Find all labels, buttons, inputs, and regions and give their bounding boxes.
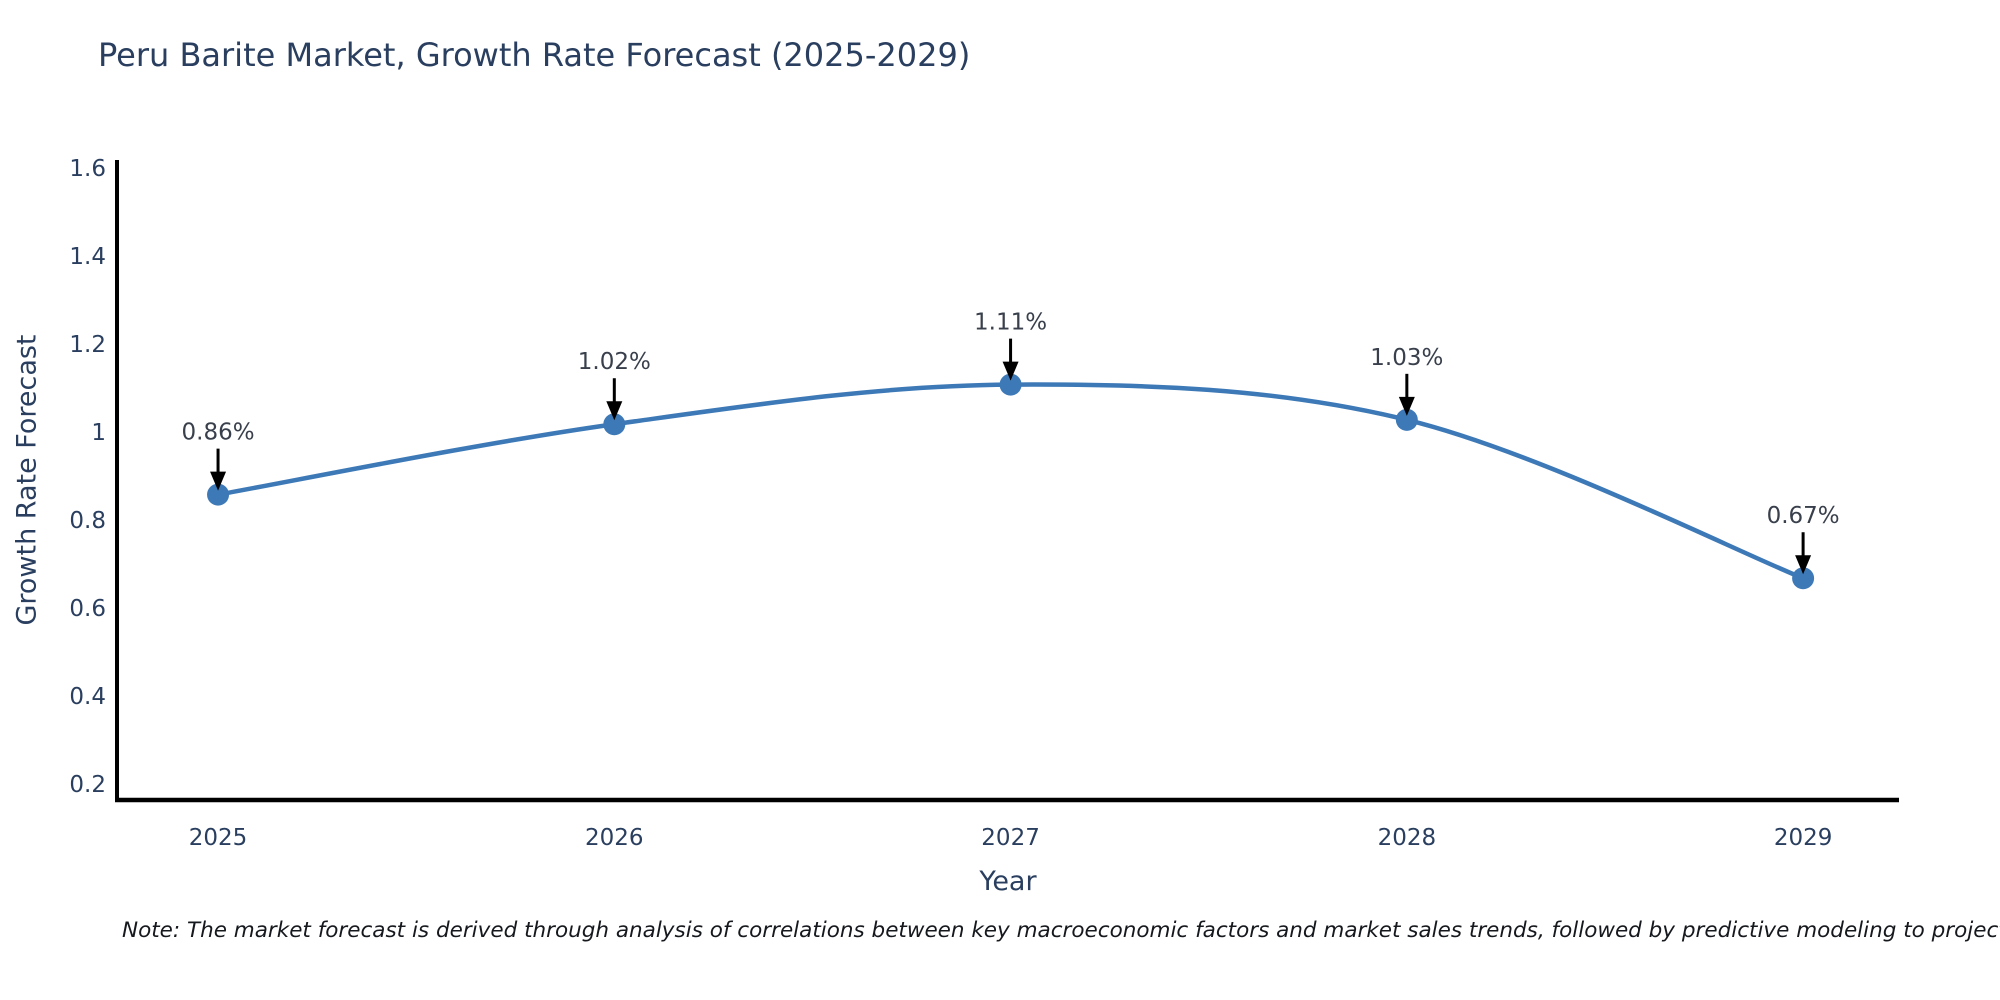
- point-value-label: 1.11%: [974, 310, 1047, 336]
- point-value-label: 0.67%: [1767, 503, 1840, 529]
- y-tick-label: 0.2: [69, 772, 106, 798]
- y-tick-label: 1: [91, 420, 106, 446]
- x-axis-title: Year: [979, 866, 1037, 897]
- annotation-arrow-head: [1002, 361, 1019, 381]
- y-tick-label: 0.6: [69, 596, 106, 622]
- x-tick-label: 2026: [585, 825, 644, 851]
- y-tick-label: 0.4: [69, 684, 106, 710]
- data-point-marker: [207, 483, 230, 506]
- data-point-marker: [999, 373, 1022, 396]
- annotation-arrow-head: [1795, 555, 1812, 575]
- data-point-marker: [603, 413, 626, 436]
- x-tick-label: 2025: [189, 825, 248, 851]
- chart-title: Peru Barite Market, Growth Rate Forecast…: [98, 36, 971, 74]
- y-tick-label: 1.6: [69, 156, 106, 182]
- point-value-label: 1.03%: [1370, 345, 1443, 371]
- annotation-arrow-head: [210, 471, 227, 491]
- point-value-label: 1.02%: [578, 349, 651, 375]
- series-line: [215, 382, 1806, 581]
- x-tick-label: 2027: [981, 825, 1040, 851]
- annotation-arrow-head: [1398, 396, 1415, 416]
- footnote: Note: The market forecast is derived thr…: [122, 918, 2000, 943]
- data-point-marker: [1395, 408, 1418, 431]
- annotation-arrow-head: [606, 401, 623, 421]
- y-tick-label: 1.2: [69, 332, 106, 358]
- x-tick-label: 2029: [1774, 825, 1833, 851]
- x-tick-label: 2028: [1378, 825, 1437, 851]
- y-tick-label: 1.4: [69, 244, 106, 270]
- data-point-marker: [1792, 567, 1815, 590]
- y-tick-label: 0.8: [69, 508, 106, 534]
- point-value-label: 0.86%: [182, 420, 255, 446]
